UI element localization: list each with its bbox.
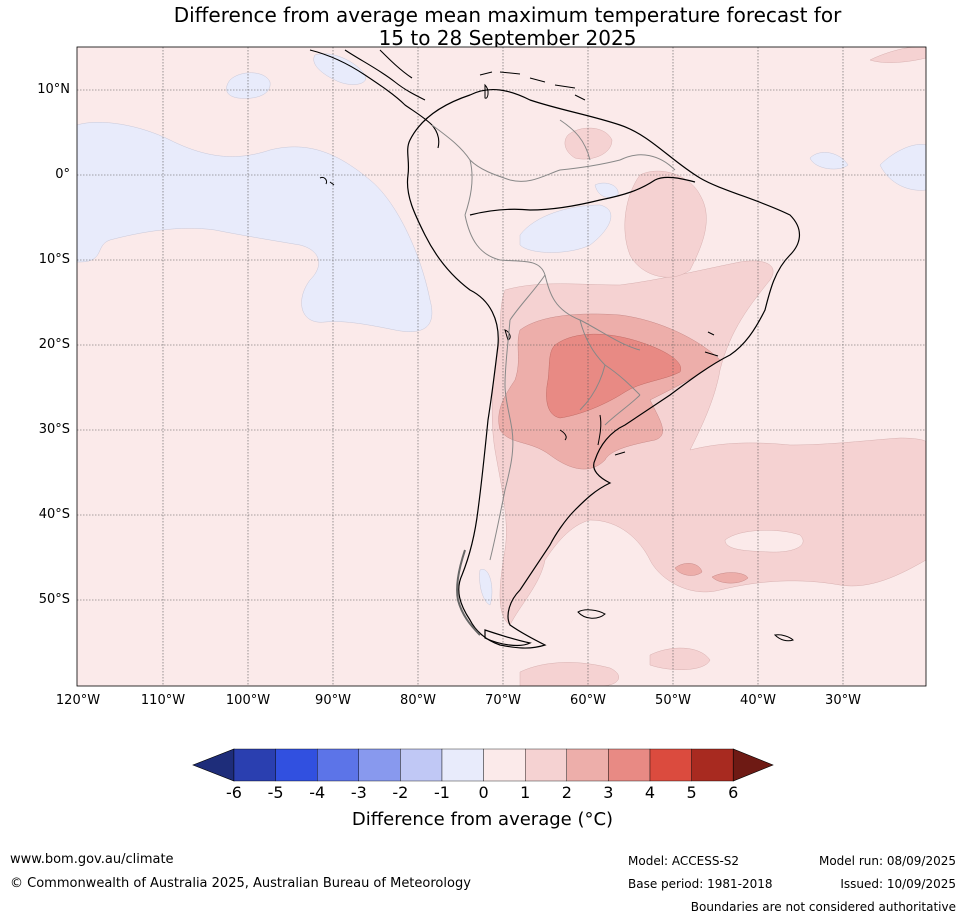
cool-region-amazon bbox=[519, 204, 611, 253]
colorbar-segment bbox=[358, 748, 401, 782]
lon-label-30w: 30°W bbox=[825, 693, 861, 708]
brazil-reservoirs bbox=[614, 331, 719, 456]
south-georgia bbox=[773, 634, 794, 642]
colorbar-segment bbox=[649, 748, 692, 782]
caribbean-islands bbox=[479, 71, 586, 101]
falkland-islands bbox=[577, 609, 606, 619]
warm-region-1-2-bottom bbox=[519, 662, 619, 686]
warm-region-1-2-top-right bbox=[869, 47, 926, 63]
lat-label-50s: 50°S bbox=[38, 592, 70, 607]
cool-region-north-brazil bbox=[594, 182, 619, 198]
lon-label-110w: 110°W bbox=[140, 693, 186, 708]
warm-region-2-3-patch-b bbox=[711, 572, 749, 584]
lon-label-100w: 100°W bbox=[225, 693, 271, 708]
footer-base-period: Base period: 1981-2018 bbox=[628, 877, 773, 891]
lat-label-0: 0° bbox=[55, 167, 70, 182]
footer-model-run: Model run: 08/09/2025 bbox=[818, 854, 956, 868]
title-line-2: 15 to 28 September 2025 bbox=[378, 26, 637, 50]
cool-region-east-atlantic bbox=[879, 144, 926, 191]
warm-region-3-4-core bbox=[546, 333, 681, 419]
amazon-river bbox=[469, 176, 696, 216]
colorbar-segment bbox=[525, 748, 568, 782]
colorbar-segment bbox=[608, 748, 651, 782]
colorbar-segment bbox=[566, 748, 609, 782]
map-frame bbox=[76, 46, 927, 687]
south-america-coastline bbox=[406, 89, 800, 649]
lat-label-30s: 30°S bbox=[38, 422, 70, 437]
cool-region-mid-atlantic bbox=[809, 152, 849, 170]
cool-region-caribbean bbox=[313, 53, 367, 85]
colorbar-tick-label: -6 bbox=[226, 783, 242, 802]
lat-label-20s: 20°S bbox=[38, 337, 70, 352]
lon-label-40w: 40°W bbox=[740, 693, 776, 708]
cool-region-pacific bbox=[77, 122, 432, 332]
footer-copyright: © Commonwealth of Australia 2025, Austra… bbox=[10, 876, 471, 891]
colorbar-extend-high bbox=[732, 748, 774, 782]
lat-label-40s: 40°S bbox=[38, 507, 70, 522]
colorbar-tick-label: 3 bbox=[603, 783, 614, 802]
colorbar-segment bbox=[317, 748, 360, 782]
cool-region-north-pacific bbox=[226, 72, 271, 99]
colorbar-tick-label: -4 bbox=[309, 783, 326, 802]
colorbar-label: Difference from average (°C) bbox=[351, 809, 614, 830]
colorbar-tick-label: -5 bbox=[267, 783, 284, 802]
lake-maracaibo bbox=[484, 83, 489, 99]
warm-region-1-2-north bbox=[564, 127, 613, 160]
neutral-patch-south-atlantic bbox=[724, 530, 804, 553]
lon-label-90w: 90°W bbox=[315, 693, 351, 708]
title-line-1: Difference from average mean maximum tem… bbox=[173, 3, 842, 27]
footer-model: Model: ACCESS-S2 bbox=[628, 854, 740, 868]
warm-region-2-3-patch-a bbox=[674, 563, 703, 576]
colorbar-segment bbox=[400, 748, 443, 782]
colorbar-tick-label: 2 bbox=[561, 783, 572, 802]
country-borders bbox=[431, 119, 676, 561]
lon-label-70w: 70°W bbox=[485, 693, 521, 708]
colorbar-segment bbox=[483, 748, 526, 782]
parana-river bbox=[559, 414, 602, 446]
colorbar-tick-label: 0 bbox=[478, 783, 489, 802]
map-title: Difference from average mean maximum tem… bbox=[0, 4, 965, 50]
colorbar-tick-label: 4 bbox=[644, 783, 656, 802]
chile-archipelago bbox=[456, 549, 481, 636]
warm-region-1-2-northeast bbox=[624, 170, 707, 278]
footer-issued: Issued: 10/09/2025 bbox=[840, 877, 956, 891]
colorbar-tick-label: -2 bbox=[392, 783, 409, 802]
warm-region-1-2-south-atlantic bbox=[649, 647, 711, 670]
cool-region-patagonia bbox=[479, 569, 493, 606]
colorbar-tick-label: 1 bbox=[520, 783, 531, 802]
lon-label-80w: 80°W bbox=[400, 693, 436, 708]
lat-label-10n: 10°N bbox=[37, 82, 70, 97]
colorbar-tick-label: -1 bbox=[434, 783, 450, 802]
colorbar-segment bbox=[441, 748, 484, 782]
lon-label-50w: 50°W bbox=[655, 693, 691, 708]
lon-label-60w: 60°W bbox=[570, 693, 606, 708]
lat-label-10s: 10°S bbox=[38, 252, 70, 267]
lon-label-120w: 120°W bbox=[55, 693, 101, 708]
central-america-coastline bbox=[309, 49, 440, 149]
colorbar-tick-label: 6 bbox=[728, 783, 739, 802]
colorbar-segment bbox=[275, 748, 318, 782]
galapagos-islands bbox=[319, 177, 335, 186]
tierra-del-fuego bbox=[484, 629, 532, 647]
footer-disclaimer: Boundaries are not considered authoritat… bbox=[690, 900, 956, 914]
footer-website: www.bom.gov.au/climate bbox=[10, 852, 174, 867]
colorbar-extend-low bbox=[192, 748, 235, 782]
colorbar-tick-label: 5 bbox=[686, 783, 697, 802]
colorbar-segment bbox=[691, 748, 734, 782]
colorbar-tick-label: -3 bbox=[350, 783, 367, 802]
colorbar-segment bbox=[233, 748, 276, 782]
colorbar bbox=[192, 748, 774, 782]
